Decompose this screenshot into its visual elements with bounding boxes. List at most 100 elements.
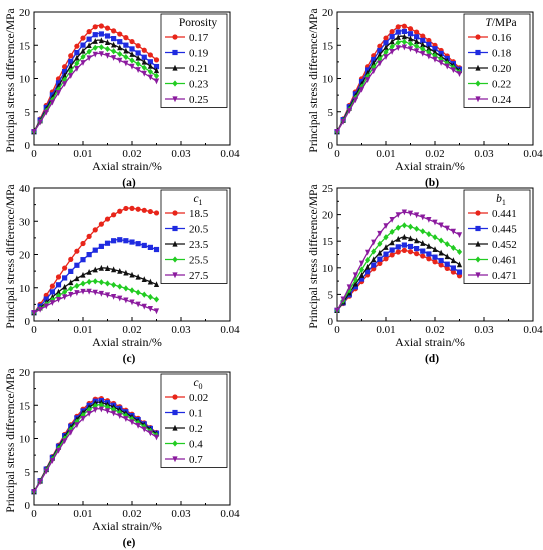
series-point-0.461: [371, 248, 377, 255]
series-point-0.24: [334, 129, 340, 135]
series-point-0.441: [426, 256, 432, 262]
series-point-0.19: [80, 42, 86, 48]
legend-marker: [475, 240, 481, 247]
series-point-0.471: [438, 222, 444, 229]
legend-marker: [172, 225, 178, 232]
legend-marker: [475, 49, 481, 56]
series-point-0.18: [432, 46, 438, 52]
series-point-18.5: [117, 208, 123, 214]
panel-label: (b): [425, 177, 439, 189]
series-point-0.441: [383, 256, 389, 262]
series-point-0.471: [334, 307, 340, 314]
series-point-0.471: [395, 212, 401, 219]
series-point-27.5: [98, 290, 104, 297]
series-point-0.16: [383, 35, 389, 41]
series-point-0.471: [371, 239, 377, 246]
series-point-0.25: [86, 55, 92, 62]
legend-box: [160, 189, 228, 284]
y-tick-label: 5: [25, 467, 31, 479]
panel-label: (d): [425, 353, 439, 365]
legend-marker: [172, 240, 178, 247]
series-point-0.7: [117, 413, 123, 420]
y-tick-label: 20: [19, 7, 31, 19]
series-point-18.5: [68, 256, 74, 263]
series-point-0.19: [129, 46, 135, 52]
series-point-0.445: [352, 284, 358, 290]
y-tick-label: 0: [25, 140, 31, 152]
series-point-25.5: [80, 280, 86, 287]
series-point-0.24: [358, 86, 365, 93]
series-point-0.441: [438, 262, 444, 268]
series-point-0.4: [74, 418, 80, 425]
series-point-0.471: [377, 230, 383, 237]
series-point-27.5: [80, 288, 86, 295]
x-tick-label: 0.02: [122, 508, 141, 520]
series-point-18.5: [62, 265, 68, 271]
series-point-0.21: [74, 54, 80, 61]
series-point-0.18: [389, 34, 395, 40]
x-tick-label: 0.03: [171, 324, 191, 336]
series-point-0.461: [456, 248, 463, 255]
chart-panel-d: 0 0.01 0.02 0.03 0.04 0 5 10 15 20 25 Axial strain/…: [308, 183, 543, 365]
series-point-0.24: [377, 60, 383, 67]
legend-label: 23.5: [189, 239, 209, 251]
series-point-0.19: [55, 80, 62, 86]
series-point-0.22: [383, 49, 389, 56]
series-point-18.5: [86, 233, 92, 239]
series-point-18.5: [98, 221, 104, 227]
legend-label: 0.24: [492, 94, 512, 106]
legend-title: c0: [193, 377, 202, 391]
series-point-0.24: [420, 50, 426, 57]
series-point-27.5: [55, 297, 62, 303]
series-point-0.452: [389, 239, 395, 246]
series-point-0.7: [147, 430, 153, 437]
series-point-0.441: [432, 259, 438, 265]
series-point-0.18: [377, 47, 383, 54]
chart-panel-e: 0 0.01 0.02 0.03 0.04 0 5 10 15 20 Axial strain/% P…: [5, 367, 240, 549]
x-tick-label: 0.03: [171, 508, 191, 520]
series-point-0.441: [450, 269, 456, 275]
series-point-0.452: [365, 263, 371, 270]
legend-label: 0.19: [189, 48, 209, 60]
x-tick-label: 0.01: [73, 508, 92, 520]
series-point-0.471: [456, 232, 463, 239]
x-tick-label: 0.04: [220, 508, 240, 520]
series-point-27.5: [111, 293, 117, 300]
series-point-0.25: [43, 109, 49, 116]
series-point-0.24: [432, 56, 438, 63]
legend-marker: [172, 64, 178, 71]
x-axis-label: Axial strain/%: [395, 335, 465, 349]
y-axis-label: Principal stress difference/MPa: [5, 368, 17, 512]
series-point-0.452: [456, 261, 463, 268]
y-tick-label: 10: [322, 263, 334, 275]
legend-label: 0.471: [492, 270, 517, 282]
series-point-0.23: [135, 60, 141, 67]
series-point-20.5: [86, 252, 92, 258]
series-point-25.5: [117, 283, 123, 290]
series-point-0.20: [407, 35, 414, 42]
series-point-0.17: [92, 24, 98, 30]
series-point-18.5: [80, 240, 86, 247]
series-point-0.471: [426, 216, 432, 223]
series-point-0.7: [153, 434, 160, 441]
legend-marker: [172, 49, 178, 56]
series-point-0.445: [401, 242, 407, 248]
series-point-0.24: [395, 45, 401, 51]
series-point-0.445: [456, 269, 463, 275]
series-point-0.21: [135, 54, 141, 61]
series-point-0.461: [450, 244, 456, 251]
series-point-0.471: [450, 228, 456, 235]
series-point-0.17: [74, 43, 80, 49]
series-point-25.5: [135, 289, 141, 296]
series-point-0.20: [438, 53, 444, 60]
series-point-0.461: [407, 223, 414, 230]
series-point-0.441: [414, 251, 420, 257]
legend-marker: [172, 256, 178, 263]
series-point-25.5: [86, 278, 92, 285]
legend-label: 0.23: [189, 79, 209, 91]
series-point-0.23: [111, 48, 117, 55]
y-tick-label: 15: [19, 40, 31, 52]
series-point-0.21: [117, 44, 123, 51]
series-point-0.441: [401, 247, 407, 253]
